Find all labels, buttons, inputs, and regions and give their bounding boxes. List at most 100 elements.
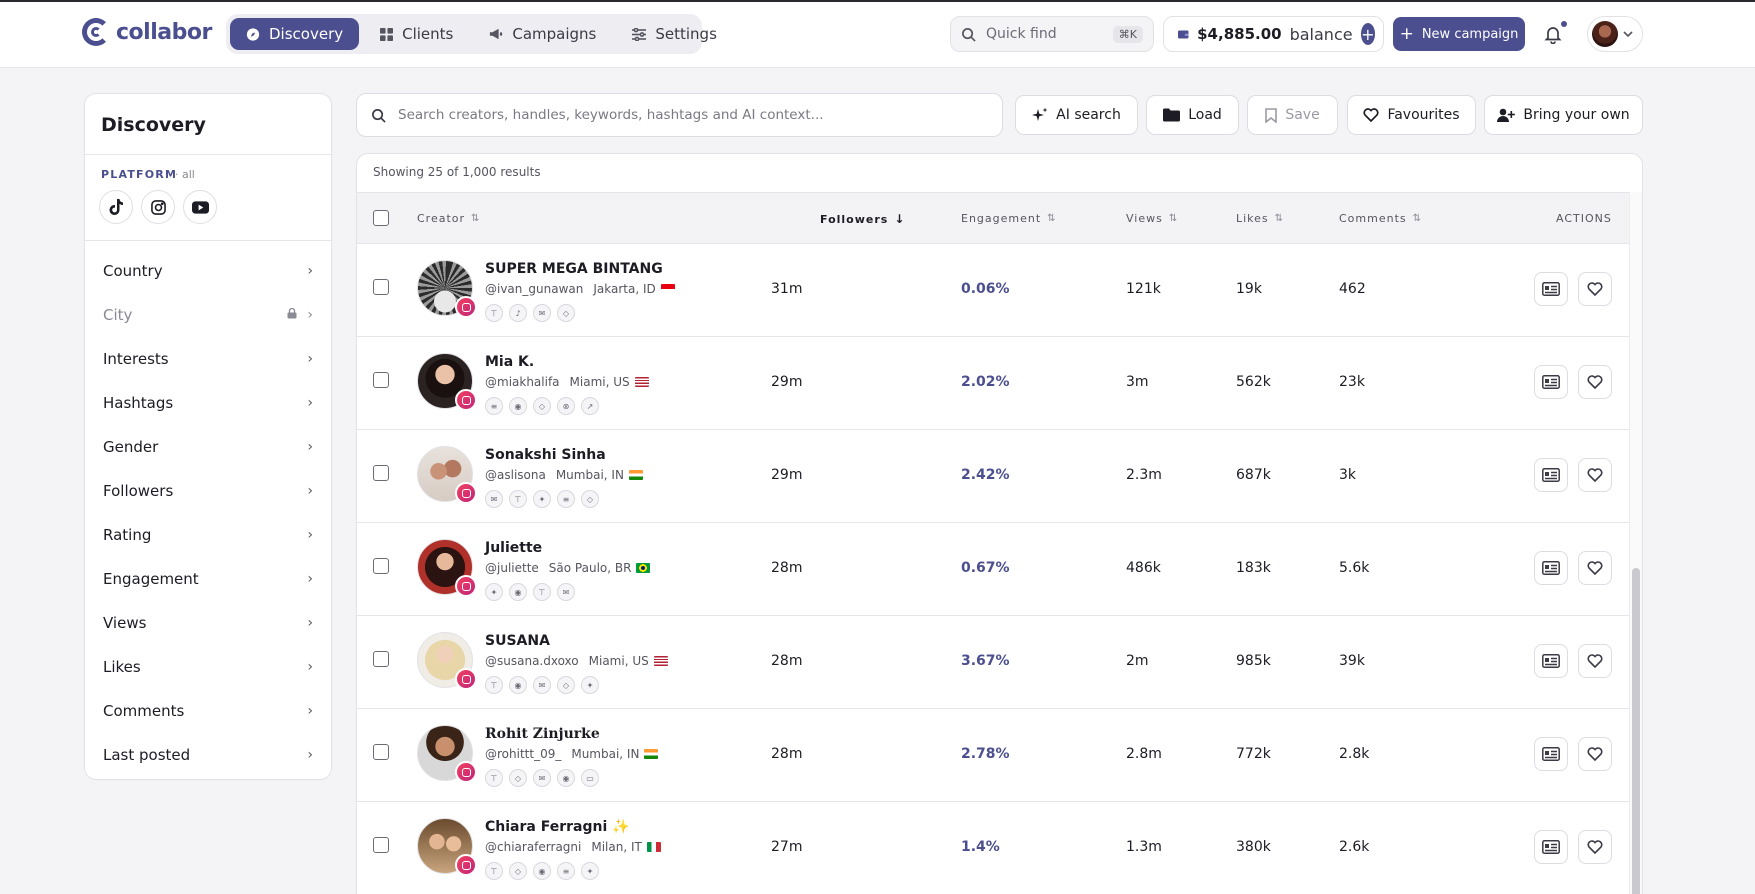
profile-card-button[interactable]: [1534, 830, 1568, 864]
creator-name[interactable]: SUSANA: [485, 633, 550, 649]
creator-name[interactable]: Chiara Ferragni ✨: [485, 819, 630, 835]
col-label: Views: [1126, 212, 1163, 225]
filter-country[interactable]: Country ›: [85, 249, 331, 293]
likes-value: 985k: [1236, 653, 1271, 669]
filter-interests[interactable]: Interests ›: [85, 337, 331, 381]
platform-youtube[interactable]: [183, 190, 217, 224]
row-checkbox[interactable]: [373, 279, 389, 295]
filter-engagement[interactable]: Engagement ›: [85, 557, 331, 601]
filter-followers[interactable]: Followers ›: [85, 469, 331, 513]
profile-card-button[interactable]: [1534, 644, 1568, 678]
creator-name[interactable]: Sonakshi Sinha: [485, 447, 606, 463]
filter-hashtags[interactable]: Hashtags ›: [85, 381, 331, 425]
favourite-button[interactable]: [1578, 644, 1612, 678]
nav-clients[interactable]: Clients: [363, 18, 469, 50]
creator-location: Miami, US: [570, 375, 649, 389]
select-all-checkbox[interactable]: [373, 210, 389, 226]
row-checkbox[interactable]: [373, 465, 389, 481]
likes-value: 562k: [1236, 374, 1271, 390]
load-button[interactable]: Load: [1146, 95, 1239, 135]
table-row[interactable]: Mia K. @miakhalifa Miami, US ≡ ◉ ◇ ⊗ ↗ 29m 2…: [357, 337, 1629, 430]
bars-icon: ≡: [557, 862, 575, 880]
table-row[interactable]: Juliette @juliette São Paulo, BR ✦ ◉ ⊤ ✉ 28…: [357, 523, 1629, 616]
filter-gender[interactable]: Gender ›: [85, 425, 331, 469]
profile-card-button[interactable]: [1534, 551, 1568, 585]
filter-label: Comments: [103, 702, 185, 720]
nav-settings[interactable]: Settings: [616, 18, 733, 50]
bring-label: Bring your own: [1523, 107, 1630, 123]
col-creator[interactable]: Creator ⇅: [417, 212, 480, 225]
new-campaign-button[interactable]: + New campaign: [1393, 17, 1525, 51]
heart-icon: [1587, 654, 1603, 668]
id-card-icon: [1542, 468, 1560, 482]
scrollbar-thumb[interactable]: [1632, 568, 1640, 894]
nav-discovery[interactable]: Discovery: [230, 18, 360, 50]
profile-card-button[interactable]: [1534, 272, 1568, 306]
gem-icon: ◇: [509, 862, 527, 880]
sort-icon: ⇅: [471, 213, 481, 224]
filter-rating[interactable]: Rating ›: [85, 513, 331, 557]
balance-widget[interactable]: $4,885.00 balance +: [1163, 16, 1384, 52]
location-text: Miami, US: [588, 654, 649, 668]
creator-name[interactable]: Juliette: [485, 540, 542, 556]
comments-value: 5.6k: [1339, 560, 1370, 576]
filter-last-posted[interactable]: Last posted ›: [85, 733, 331, 777]
col-followers[interactable]: Followers ↓: [820, 212, 905, 226]
bell-icon[interactable]: [1543, 24, 1563, 44]
ai-search-button[interactable]: AI search: [1015, 95, 1138, 135]
col-comments[interactable]: Comments ⇅: [1339, 212, 1422, 225]
bring-your-own-button[interactable]: Bring your own: [1484, 95, 1643, 135]
comments-value: 39k: [1339, 653, 1365, 669]
profile-card-button[interactable]: [1534, 458, 1568, 492]
row-checkbox[interactable]: [373, 837, 389, 853]
nav-campaigns[interactable]: Campaigns: [473, 18, 612, 50]
row-checkbox[interactable]: [373, 744, 389, 760]
favourite-button[interactable]: [1578, 737, 1612, 771]
table-row[interactable]: Sonakshi Sinha @aslisona Mumbai, IN ✉ ⊤ ✦ ≡…: [357, 430, 1629, 523]
creator-name[interactable]: Rohit Zinjurke: [485, 726, 600, 742]
creator-name-text: SUPER MEGA BINTANG: [485, 261, 663, 277]
col-likes[interactable]: Likes ⇅: [1236, 212, 1284, 225]
col-engagement[interactable]: Engagement ⇅: [961, 212, 1057, 225]
table-row[interactable]: Chiara Ferragni ✨ @chiaraferragni Milan,…: [357, 802, 1629, 894]
filter-comments[interactable]: Comments ›: [85, 689, 331, 733]
favourites-button[interactable]: Favourites: [1347, 95, 1476, 135]
platform-instagram[interactable]: [141, 190, 175, 224]
favourite-button[interactable]: [1578, 272, 1612, 306]
platform-tiktok[interactable]: [99, 190, 133, 224]
quick-find[interactable]: Quick find ⌘K: [950, 16, 1154, 52]
table-row[interactable]: Rohit Zinjurke @rohittt_09_ Mumbai, IN ⊤…: [357, 709, 1629, 802]
app-logo[interactable]: collabor: [82, 18, 212, 46]
profile-card-button[interactable]: [1534, 365, 1568, 399]
search-input[interactable]: [398, 107, 978, 123]
user-menu[interactable]: [1587, 16, 1643, 52]
flag-icon: [628, 470, 643, 480]
bars-icon: ≡: [557, 490, 575, 508]
sparkle-icon: ✦: [581, 862, 599, 880]
filter-label: Followers: [103, 482, 174, 500]
bars-icon: ≡: [485, 397, 503, 415]
favourite-button[interactable]: [1578, 551, 1612, 585]
table-row[interactable]: SUPER MEGA BINTANG @ivan_gunawan Jakarta…: [357, 244, 1629, 337]
col-views[interactable]: Views ⇅: [1126, 212, 1178, 225]
add-funds-button[interactable]: +: [1360, 23, 1375, 45]
save-button[interactable]: Save: [1247, 95, 1338, 135]
filter-views[interactable]: Views ›: [85, 601, 331, 645]
row-checkbox[interactable]: [373, 651, 389, 667]
creator-location: Mumbai, IN: [571, 747, 659, 761]
category-tags: ⊤ ◇ ◉ ≡ ✦: [485, 862, 599, 880]
filter-likes[interactable]: Likes ›: [85, 645, 331, 689]
row-checkbox[interactable]: [373, 372, 389, 388]
filter-city[interactable]: City ›: [85, 293, 331, 337]
creator-name[interactable]: SUPER MEGA BINTANG: [485, 261, 663, 277]
row-checkbox[interactable]: [373, 558, 389, 574]
favourite-button[interactable]: [1578, 458, 1612, 492]
creator-name[interactable]: Mia K.: [485, 354, 534, 370]
favourite-button[interactable]: [1578, 830, 1612, 864]
table-row[interactable]: SUSANA @susana.dxoxo Miami, US ⊤ ◉ ✉ ◇ ✦ 28m…: [357, 616, 1629, 709]
profile-card-button[interactable]: [1534, 737, 1568, 771]
favourite-button[interactable]: [1578, 365, 1612, 399]
heart-icon: [1363, 108, 1379, 122]
creator-avatar-wrap: [417, 260, 477, 318]
creator-avatar[interactable]: [417, 446, 473, 502]
